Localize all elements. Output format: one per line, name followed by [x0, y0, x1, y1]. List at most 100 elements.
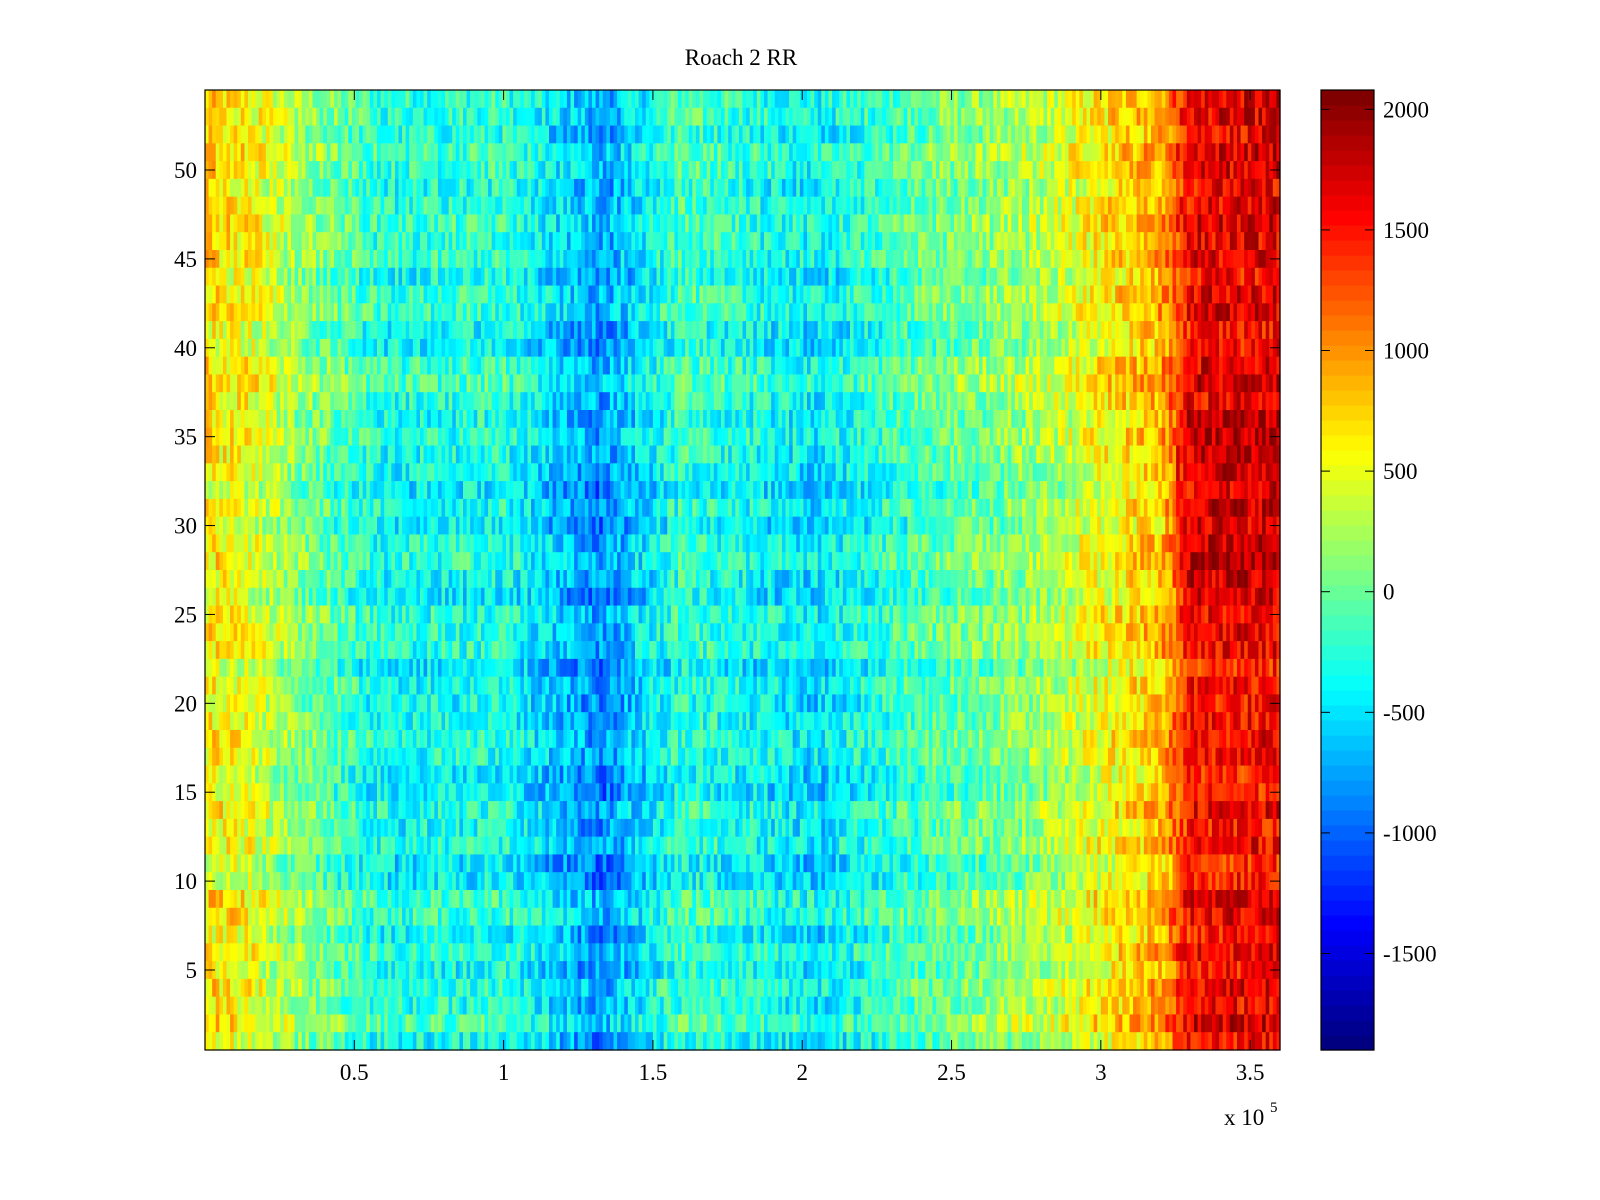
heatmap-cell — [1201, 143, 1205, 161]
heatmap-cell — [1001, 90, 1005, 108]
heatmap-cell — [395, 126, 399, 144]
heatmap-cell — [743, 90, 747, 108]
heatmap-cell — [481, 179, 485, 197]
heatmap-cell — [1140, 268, 1144, 286]
heatmap-cell — [341, 286, 345, 304]
heatmap-cell — [1216, 108, 1220, 126]
heatmap-cell — [947, 250, 951, 268]
heatmap-cell — [223, 214, 227, 232]
heatmap-cell — [377, 286, 381, 304]
heatmap-cell — [850, 303, 854, 321]
heatmap-cell — [811, 339, 815, 357]
heatmap-cell — [796, 161, 800, 179]
heatmap-cell — [954, 321, 958, 339]
heatmap-cell — [1112, 214, 1116, 232]
heatmap-cell — [488, 214, 492, 232]
heatmap-cell — [334, 303, 338, 321]
heatmap-cell — [542, 374, 546, 392]
heatmap-cell — [814, 108, 818, 126]
heatmap-cell — [710, 339, 714, 357]
heatmap-cell — [907, 161, 911, 179]
heatmap-cell — [309, 197, 313, 215]
heatmap-cell — [997, 179, 1001, 197]
heatmap-cell — [578, 303, 582, 321]
heatmap-cell — [370, 214, 374, 232]
heatmap-cell — [857, 321, 861, 339]
heatmap-cell — [1061, 303, 1065, 321]
heatmap-cell — [1219, 179, 1223, 197]
heatmap-cell — [1219, 161, 1223, 179]
heatmap-cell — [839, 197, 843, 215]
heatmap-cell — [907, 126, 911, 144]
heatmap-cell — [979, 161, 983, 179]
heatmap-cell — [227, 232, 231, 250]
heatmap-cell — [1094, 286, 1098, 304]
heatmap-cell — [370, 232, 374, 250]
heatmap-cell — [373, 143, 377, 161]
heatmap-cell — [854, 197, 858, 215]
heatmap-cell — [506, 321, 510, 339]
heatmap-cell — [212, 179, 216, 197]
heatmap-cell — [692, 250, 696, 268]
heatmap-cell — [961, 126, 965, 144]
heatmap-cell — [807, 179, 811, 197]
heatmap-cell — [1076, 339, 1080, 357]
heatmap-cell — [760, 339, 764, 357]
heatmap-cell — [1126, 90, 1130, 108]
heatmap-cell — [574, 214, 578, 232]
heatmap-cell — [1036, 108, 1040, 126]
heatmap-cell — [803, 374, 807, 392]
heatmap-cell — [947, 143, 951, 161]
heatmap-cell — [904, 286, 908, 304]
heatmap-cell — [721, 161, 725, 179]
heatmap-cell — [384, 286, 388, 304]
heatmap-cell — [596, 197, 600, 215]
heatmap-cell — [1151, 143, 1155, 161]
heatmap-cell — [814, 339, 818, 357]
heatmap-cell — [900, 197, 904, 215]
heatmap-cell — [488, 357, 492, 375]
chart-title: Roach 2 RR — [685, 45, 798, 70]
heatmap-cell — [907, 143, 911, 161]
heatmap-cell — [803, 197, 807, 215]
heatmap-cell — [617, 197, 621, 215]
heatmap-cell — [535, 161, 539, 179]
heatmap-cell — [517, 197, 521, 215]
heatmap-cell — [1069, 108, 1073, 126]
heatmap-cell — [1241, 303, 1245, 321]
heatmap-cell — [961, 90, 965, 108]
heatmap-cell — [1133, 357, 1137, 375]
heatmap-cell — [918, 90, 922, 108]
heatmap-cell — [499, 321, 503, 339]
heatmap-cell — [1104, 143, 1108, 161]
heatmap-cell — [1054, 126, 1058, 144]
heatmap-cell — [517, 339, 521, 357]
heatmap-cell — [1147, 108, 1151, 126]
heatmap-cell — [932, 214, 936, 232]
heatmap-cell — [373, 339, 377, 357]
heatmap-cell — [1104, 197, 1108, 215]
heatmap-cell — [1201, 232, 1205, 250]
heatmap-cell — [886, 161, 890, 179]
heatmap-cell — [1008, 126, 1012, 144]
heatmap-cell — [796, 357, 800, 375]
heatmap-cell — [707, 214, 711, 232]
heatmap-cell — [1187, 357, 1191, 375]
heatmap-cell — [814, 268, 818, 286]
heatmap-cell — [1008, 268, 1012, 286]
heatmap-cell — [1115, 303, 1119, 321]
heatmap-cell — [459, 232, 463, 250]
heatmap-cell — [287, 374, 291, 392]
heatmap-cell — [825, 179, 829, 197]
heatmap-cell — [1079, 126, 1083, 144]
heatmap-cell — [958, 339, 962, 357]
heatmap-cell — [606, 286, 610, 304]
heatmap-cell — [1051, 286, 1055, 304]
heatmap-cell — [488, 268, 492, 286]
heatmap-cell — [223, 232, 227, 250]
heatmap-cell — [1018, 179, 1022, 197]
heatmap-cell — [506, 286, 510, 304]
heatmap-cell — [255, 161, 259, 179]
heatmap-cell — [216, 143, 220, 161]
heatmap-cell — [1155, 179, 1159, 197]
